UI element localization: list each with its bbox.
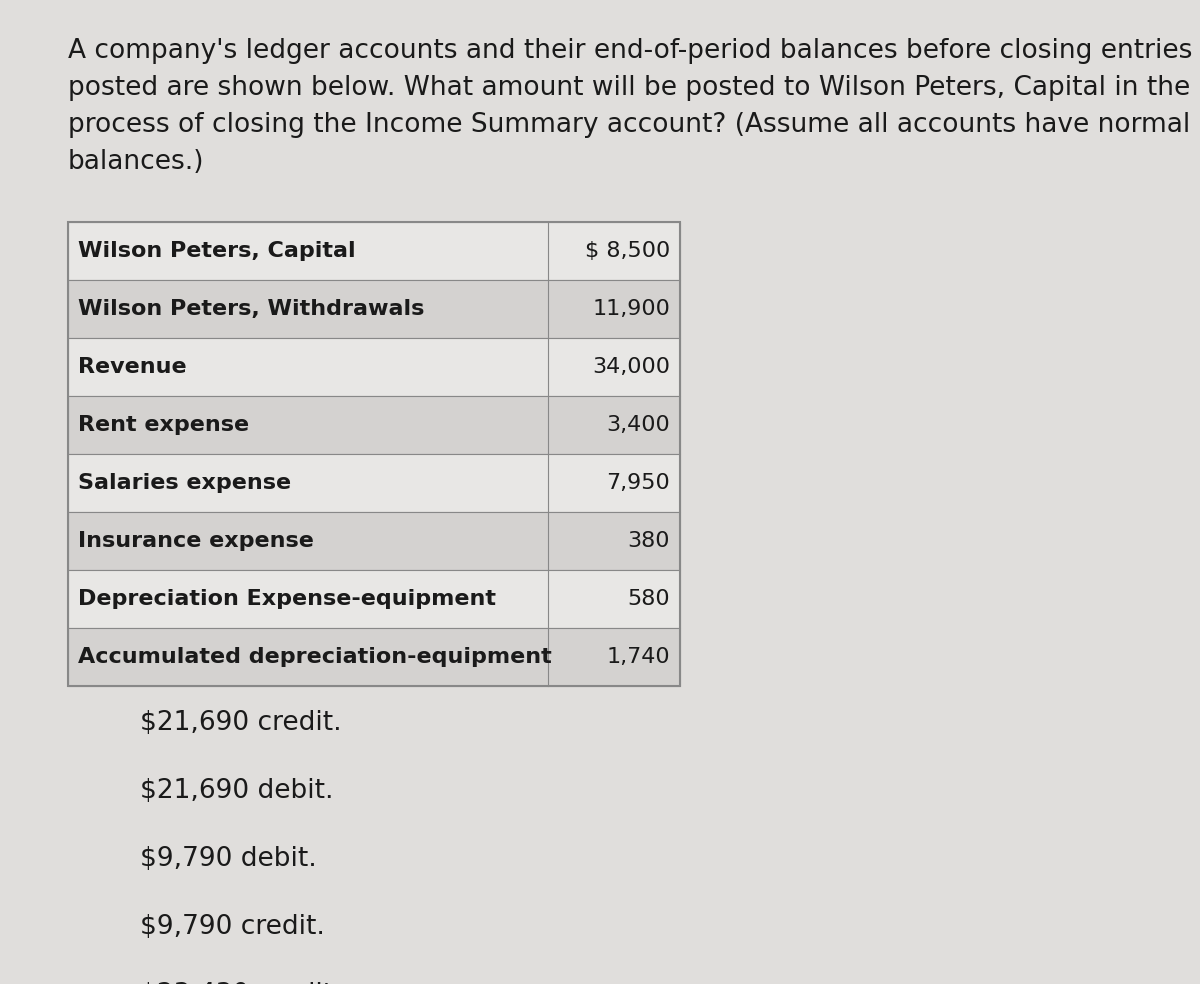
Text: A company's ledger accounts and their end-of-period balances before closing entr: A company's ledger accounts and their en… bbox=[68, 38, 1200, 175]
Text: Wilson Peters, Withdrawals: Wilson Peters, Withdrawals bbox=[78, 299, 425, 319]
Text: Depreciation Expense-equipment: Depreciation Expense-equipment bbox=[78, 589, 496, 609]
Text: $21,690 credit.: $21,690 credit. bbox=[140, 710, 342, 736]
Text: $9,790 debit.: $9,790 debit. bbox=[140, 846, 317, 872]
Text: 7,950: 7,950 bbox=[606, 473, 670, 493]
Text: Wilson Peters, Capital: Wilson Peters, Capital bbox=[78, 241, 355, 261]
Text: Accumulated depreciation-equipment: Accumulated depreciation-equipment bbox=[78, 647, 552, 667]
Text: $ 8,500: $ 8,500 bbox=[584, 241, 670, 261]
Text: 3,400: 3,400 bbox=[606, 415, 670, 435]
Bar bbox=[68, 280, 680, 338]
Text: Revenue: Revenue bbox=[78, 357, 187, 377]
Bar bbox=[68, 512, 680, 570]
Text: 380: 380 bbox=[628, 531, 670, 551]
Text: Rent expense: Rent expense bbox=[78, 415, 250, 435]
Bar bbox=[68, 338, 680, 396]
Text: 34,000: 34,000 bbox=[592, 357, 670, 377]
Text: $21,690 debit.: $21,690 debit. bbox=[140, 778, 334, 804]
Bar bbox=[68, 628, 680, 686]
Text: 11,900: 11,900 bbox=[592, 299, 670, 319]
Bar bbox=[68, 454, 680, 512]
Text: Salaries expense: Salaries expense bbox=[78, 473, 292, 493]
Text: Insurance expense: Insurance expense bbox=[78, 531, 314, 551]
Bar bbox=[68, 396, 680, 454]
Bar bbox=[68, 570, 680, 628]
Text: $9,790 credit.: $9,790 credit. bbox=[140, 914, 325, 940]
Text: 580: 580 bbox=[628, 589, 670, 609]
Bar bbox=[68, 222, 680, 686]
Text: $23,430 credit: $23,430 credit bbox=[140, 982, 334, 984]
Bar bbox=[68, 222, 680, 280]
Text: 1,740: 1,740 bbox=[606, 647, 670, 667]
